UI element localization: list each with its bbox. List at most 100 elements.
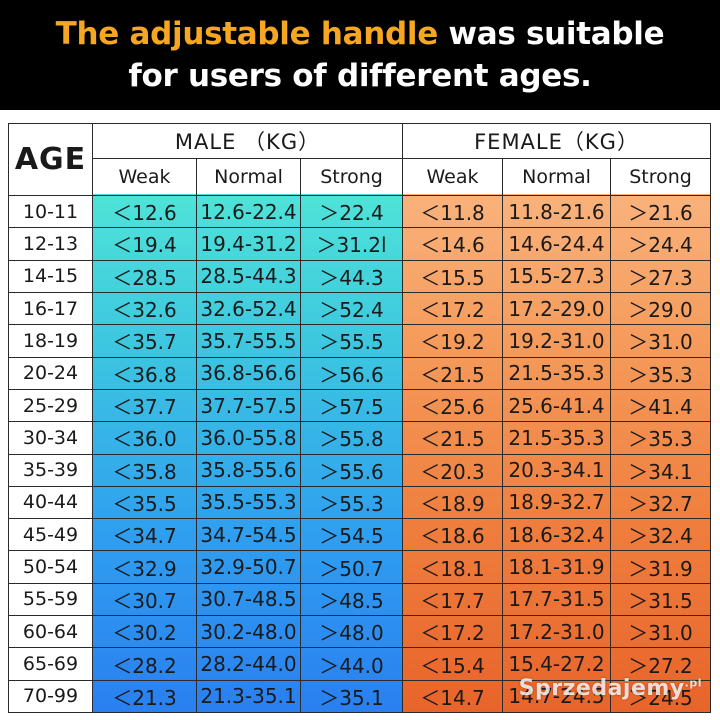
male-normal-cell: 36.8-56.6 — [196, 356, 301, 390]
age-cell: 30-34 — [8, 421, 93, 455]
female-weak-cell: ＜17.2 — [402, 291, 504, 326]
female-strong-cell: ＞35.3 — [610, 356, 712, 390]
female-normal-cell: 25.6-41.4 — [502, 388, 612, 423]
female-normal-cell: 19.2-31.0 — [502, 324, 612, 358]
age-cell: 10-11 — [8, 194, 93, 229]
female-normal-cell: 17.2-31.0 — [502, 615, 612, 649]
male-strong-cell: ＞57.5 — [299, 388, 404, 423]
female-normal-cell: 18.9-32.7 — [502, 485, 612, 520]
age-cell: 20-24 — [8, 356, 93, 390]
male-strong-cell: ＞55.6 — [299, 453, 404, 487]
table-row: 55-59 ＜30.7 30.7-48.5 ＞48.5 ＜17.7 17.7-31.5 ＞3… — [8, 582, 712, 617]
male-weak-cell: ＜35.8 — [92, 453, 197, 487]
male-normal-cell: 35.7-55.5 — [196, 324, 301, 358]
male-strong-header: Strong — [299, 158, 404, 196]
table-row: 40-44 ＜35.5 35.5-55.3 ＞55.3 ＜18.9 18.9-32.7 ＞3… — [8, 485, 712, 520]
male-weak-cell: ＜35.7 — [92, 324, 197, 358]
male-normal-cell: 21.3-35.1 — [196, 679, 301, 714]
table-row: 10-11 ＜12.6 12.6-22.4 ＞22.4 ＜11.8 11.8-21.6 ＞2… — [8, 194, 712, 229]
male-weak-header: Weak — [92, 158, 197, 196]
female-normal-cell: 15.5-27.3 — [502, 259, 612, 293]
female-weak-cell: ＜17.7 — [402, 582, 504, 617]
female-weak-cell: ＜11.8 — [402, 194, 504, 229]
female-weak-cell: ＜17.2 — [402, 615, 504, 649]
female-weak-cell: ＜25.6 — [402, 388, 504, 423]
male-normal-cell: 32.6-52.4 — [196, 291, 301, 326]
female-weak-cell: ＜14.6 — [402, 227, 504, 261]
female-weak-cell: ＜21.5 — [402, 356, 504, 390]
male-weak-cell: ＜30.7 — [92, 582, 197, 617]
female-strong-cell: ＞21.6 — [610, 194, 712, 229]
male-strong-cell: ＞55.5 — [299, 324, 404, 358]
title-rest: was suitable — [437, 16, 665, 52]
male-strong-cell: ＞48.0 — [299, 615, 404, 649]
table-row: 70-99 ＜21.3 21.3-35.1 ＞35.1 ＜14.7 14.7-24.5 ＞2… — [8, 679, 712, 714]
grip-strength-table: AGE MALE （KG） FEMALE（KG） Weak Normal Str… — [8, 123, 712, 714]
female-strong-header: Strong — [610, 158, 712, 196]
female-normal-cell: 11.8-21.6 — [502, 194, 612, 229]
male-strong-cell: ＞31.2l — [299, 227, 404, 261]
male-strong-cell: ＞55.8 — [299, 421, 404, 455]
age-cell: 40-44 — [8, 485, 93, 520]
grip-strength-table-container: AGE MALE （KG） FEMALE（KG） Weak Normal Str… — [8, 123, 712, 714]
female-normal-cell: 14.7-24.5 — [502, 679, 612, 714]
female-normal-cell: 18.6-32.4 — [502, 518, 612, 552]
male-normal-cell: 36.0-55.8 — [196, 421, 301, 455]
title-banner: The adjustable handle was suitable for u… — [0, 0, 720, 110]
table-row: 35-39 ＜35.8 35.8-55.6 ＞55.6 ＜20.3 20.3-34.1 ＞3… — [8, 453, 712, 487]
age-cell: 50-54 — [8, 550, 93, 584]
male-normal-cell: 37.7-57.5 — [196, 388, 301, 423]
age-cell: 45-49 — [8, 518, 93, 552]
female-strong-cell: ＞31.0 — [610, 324, 712, 358]
female-weak-cell: ＜18.9 — [402, 485, 504, 520]
age-cell: 35-39 — [8, 453, 93, 487]
watermark-suffix: .pl — [684, 676, 702, 690]
female-strong-cell: ＞41.4 — [610, 388, 712, 423]
female-weak-cell: ＜18.6 — [402, 518, 504, 552]
female-strong-cell: ＞32.7 — [610, 485, 712, 520]
male-weak-cell: ＜34.7 — [92, 518, 197, 552]
watermark-logo: Sprzedajemy.pl — [519, 676, 702, 701]
female-weak-cell: ＜15.4 — [402, 647, 504, 681]
male-strong-cell: ＞50.7 — [299, 550, 404, 584]
male-strong-cell: ＞52.4 — [299, 291, 404, 326]
male-strong-cell: ＞56.6 — [299, 356, 404, 390]
table-row: 12-13 ＜19.4 19.4-31.2 ＞31.2l ＜14.6 14.6-24.4 ＞… — [8, 227, 712, 261]
female-weak-cell: ＜18.1 — [402, 550, 504, 584]
male-strong-cell: ＞44.3 — [299, 259, 404, 293]
watermark-text: Sprzedajemy — [518, 676, 685, 701]
female-strong-cell: ＞31.0 — [610, 615, 712, 649]
male-weak-cell: ＜32.6 — [92, 291, 197, 326]
title-highlight: The adjustable handle — [55, 16, 439, 52]
female-strong-cell: ＞29.0 — [610, 291, 712, 326]
female-normal-cell: 17.7-31.5 — [502, 582, 612, 617]
male-strong-cell: ＞35.1 — [299, 679, 404, 714]
age-column-header: AGE — [8, 123, 93, 196]
table-row: 50-54 ＜32.9 32.9-50.7 ＞50.7 ＜18.1 18.1-31.9 ＞3… — [8, 550, 712, 584]
male-normal-cell: 32.9-50.7 — [196, 550, 301, 584]
female-normal-cell: 21.5-35.3 — [502, 356, 612, 390]
table-row: 20-24 ＜36.8 36.8-56.6 ＞56.6 ＜21.5 21.5-35.3 ＞3… — [8, 356, 712, 390]
female-strong-cell: ＞34.1 — [610, 453, 712, 487]
age-cell: 70-99 — [8, 679, 93, 714]
table-row: 25-29 ＜37.7 37.7-57.5 ＞57.5 ＜25.6 25.6-41.4 ＞4… — [8, 388, 712, 423]
age-cell: 14-15 — [8, 259, 93, 293]
female-normal-cell: 14.6-24.4 — [502, 227, 612, 261]
male-weak-cell: ＜32.9 — [92, 550, 197, 584]
male-weak-cell: ＜19.4 — [92, 227, 197, 261]
male-strong-cell: ＞22.4 — [299, 194, 404, 229]
title-line-1: The adjustable handle was suitable — [56, 13, 665, 55]
female-weak-cell: ＜19.2 — [402, 324, 504, 358]
male-normal-cell: 30.7-48.5 — [196, 582, 301, 617]
male-weak-cell: ＜21.3 — [92, 679, 197, 714]
female-normal-header: Normal — [502, 158, 612, 196]
table-body: 10-11 ＜12.6 12.6-22.4 ＞22.4 ＜11.8 11.8-21.6 ＞2… — [8, 194, 712, 714]
male-normal-header: Normal — [196, 158, 301, 196]
female-weak-cell: ＜21.5 — [402, 421, 504, 455]
female-strong-cell: ＞24.4 — [610, 227, 712, 261]
male-weak-cell: ＜35.5 — [92, 485, 197, 520]
age-cell: 12-13 — [8, 227, 93, 261]
table-row: 30-34 ＜36.0 36.0-55.8 ＞55.8 ＜21.5 21.5-35.3 ＞3… — [8, 421, 712, 455]
male-normal-cell: 28.2-44.0 — [196, 647, 301, 681]
table-row: 45-49 ＜34.7 34.7-54.5 ＞54.5 ＜18.6 18.6-32.4 ＞3… — [8, 518, 712, 552]
